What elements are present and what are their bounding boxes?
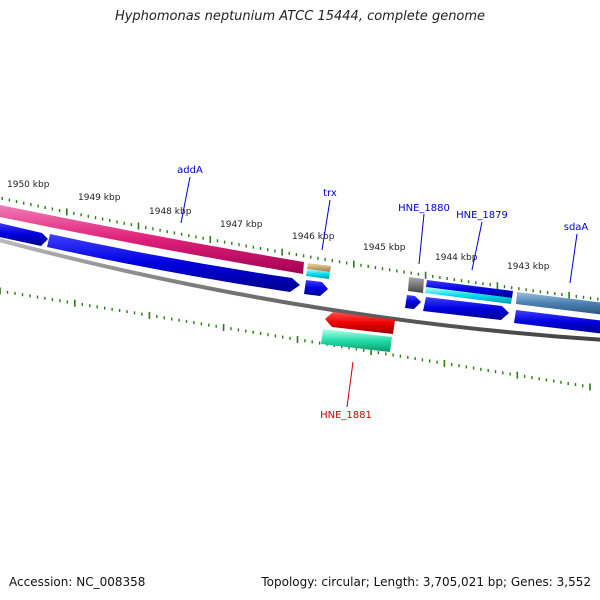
- outer-tick-ring: [1, 197, 599, 301]
- accession-text: Accession: NC_008358: [9, 575, 146, 589]
- tick-label-1950: 1950 kbp: [7, 180, 50, 190]
- pointer-hne1880: [418, 213, 425, 265]
- pointer-hne1879: [471, 221, 483, 271]
- tick-label-1947: 1947 kbp: [220, 220, 263, 230]
- genome-backbone: [0, 238, 600, 342]
- gene-label-hne1880[interactable]: HNE_1880: [398, 203, 450, 214]
- tick-label-1943: 1943 kbp: [507, 262, 550, 272]
- cds-forward-hne1880[interactable]: [405, 295, 421, 309]
- feature-trx[interactable]: [307, 263, 331, 272]
- topology-text: Topology: circular; Length: 3,705,021 bp…: [261, 575, 591, 589]
- feature-hne1879[interactable]: [425, 287, 512, 304]
- gene-label-hne1881[interactable]: HNE_1881: [320, 410, 372, 421]
- feature-hne1881[interactable]: [321, 329, 392, 352]
- tick-label-1944: 1944 kbp: [435, 253, 478, 263]
- feature-hne1880[interactable]: [408, 277, 424, 293]
- gene-label-addA[interactable]: addA: [177, 165, 203, 176]
- feature-sdaA[interactable]: [516, 292, 600, 315]
- cds-forward-1[interactable]: [0, 222, 48, 246]
- gene-label-sdaA[interactable]: sdaA: [564, 222, 589, 233]
- pointer-sdaA: [569, 233, 578, 284]
- inner-tick-ring: [0, 287, 591, 391]
- gene-label-hne1879[interactable]: HNE_1879: [456, 210, 508, 221]
- tick-label-1948: 1948 kbp: [149, 207, 192, 217]
- cds-forward-trx[interactable]: [304, 280, 328, 296]
- feature-trx-b[interactable]: [306, 269, 330, 279]
- pointer-addA: [180, 176, 191, 224]
- cds-forward-sdaA[interactable]: [514, 310, 600, 334]
- tick-label-1946: 1946 kbp: [292, 232, 335, 242]
- feature-hne1879-top[interactable]: [426, 280, 513, 298]
- pointer-trx: [321, 199, 331, 251]
- cds-forward-hne1879[interactable]: [423, 297, 509, 320]
- tick-label-1949: 1949 kbp: [78, 193, 121, 203]
- tick-label-1945: 1945 kbp: [363, 243, 406, 253]
- pointer-hne1881: [346, 361, 354, 408]
- gene-label-trx[interactable]: trx: [323, 188, 337, 199]
- feature-addA[interactable]: [0, 204, 304, 274]
- cds-forward-2[interactable]: [47, 234, 300, 292]
- cds-reverse-hne1881[interactable]: [325, 312, 395, 334]
- genome-title: Hyphomonas neptunium ATCC 15444, complet…: [114, 9, 486, 24]
